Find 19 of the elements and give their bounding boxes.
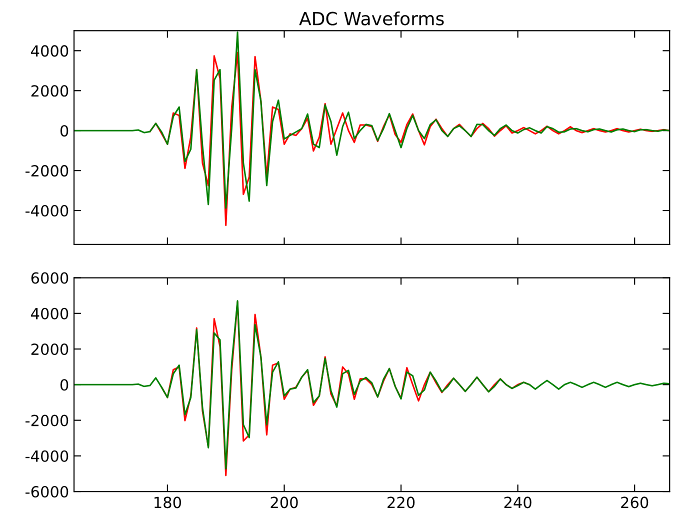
x-tick-label: 180 (154, 496, 182, 508)
y-tick-label: -2000 (26, 165, 68, 177)
x-tick-label: 240 (504, 496, 532, 508)
x-tick-label: 220 (388, 496, 415, 508)
y-tick-label: 6000 (31, 272, 68, 284)
y-tick-label: 0 (60, 125, 68, 137)
y-tick-label: 2000 (31, 343, 68, 356)
y-tick-label: 0 (60, 379, 68, 391)
y-tick-label: 4000 (31, 308, 68, 320)
x-tick-label: 260 (621, 496, 648, 508)
y-tick-label: -2000 (26, 414, 68, 426)
x-tick-label: 200 (270, 496, 298, 508)
y-tick-label: 4000 (31, 45, 68, 57)
y-tick-label: -4000 (26, 204, 68, 217)
y-tick-label: 2000 (31, 85, 68, 97)
y-tick-label: -6000 (26, 486, 68, 498)
line-series (74, 300, 670, 470)
y-tick-label: -4000 (26, 450, 68, 462)
chart-title: ADC Waveforms (299, 11, 444, 26)
